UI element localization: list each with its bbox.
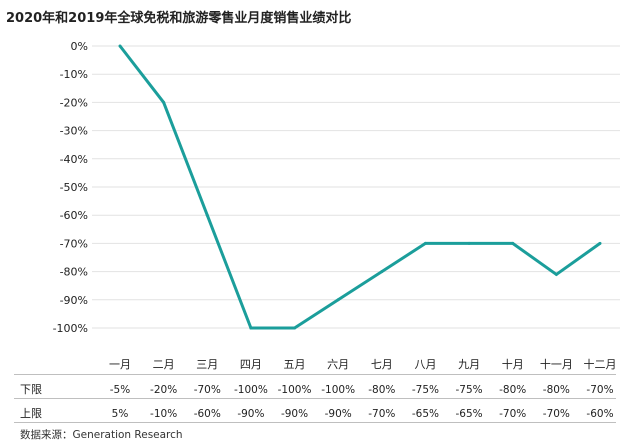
y-tick-label: -50% — [60, 181, 88, 194]
data-point — [511, 241, 515, 245]
data-point — [554, 272, 558, 276]
source-note: 数据来源：Generation Research — [20, 429, 183, 441]
x-tick-label: 四月 — [240, 358, 262, 371]
upper-bound-cell: -90% — [237, 408, 265, 420]
y-tick-label: -90% — [60, 294, 88, 307]
x-tick-label: 一月 — [109, 358, 131, 371]
data-point — [249, 326, 253, 330]
upper-bound-cell: 5% — [111, 408, 129, 420]
y-tick-label: -80% — [60, 266, 88, 279]
y-tick-label: -70% — [60, 237, 88, 250]
lower-bound-cell: -20% — [150, 384, 178, 396]
upper-bound-cell: -70% — [499, 408, 527, 420]
lower-bound-cell: -100% — [321, 384, 356, 396]
data-point — [598, 241, 602, 245]
lower-bound-cell: -80% — [542, 384, 570, 396]
x-tick-label: 九月 — [458, 358, 480, 371]
lower-bound-cell: -75% — [411, 384, 440, 396]
y-tick-label: -10% — [60, 68, 88, 81]
data-point — [118, 44, 122, 48]
y-tick-label: -20% — [60, 96, 88, 109]
upper-bound-cell: -90% — [280, 408, 309, 420]
lower-bound-cell: -5% — [109, 384, 131, 396]
lower-bound-cell: -70% — [586, 384, 614, 396]
x-tick-label: 三月 — [196, 358, 218, 371]
lower-bound-cell: -70% — [193, 384, 221, 396]
data-point — [162, 100, 166, 104]
y-tick-label: -60% — [60, 209, 88, 222]
x-tick-label: 十一月 — [540, 357, 573, 371]
x-tick-label: 五月 — [284, 358, 306, 371]
upper-bound-cell: -70% — [542, 408, 570, 420]
x-tick-label: 二月 — [153, 358, 175, 371]
x-tick-label: 十二月 — [584, 357, 617, 371]
data-point — [336, 298, 340, 302]
series-line — [118, 45, 601, 330]
table-divider — [14, 422, 616, 423]
upper-bound-cell: -65% — [455, 408, 483, 420]
upper-bound-cell: -65% — [411, 408, 440, 420]
upper-bound-cell: -70% — [368, 408, 396, 420]
lower-bound-cell: -80% — [368, 384, 396, 396]
data-point — [467, 241, 471, 245]
upper-bound-cell: -60% — [193, 408, 221, 420]
upper-bound-cell: -60% — [586, 408, 614, 420]
y-tick-label: -40% — [60, 153, 88, 166]
y-tick-label: 0% — [71, 40, 88, 53]
y-tick-label: -30% — [60, 125, 88, 138]
table-divider — [14, 398, 616, 399]
lower-bound-cell: -100% — [234, 384, 268, 396]
upper-bound-cell: -90% — [324, 408, 352, 420]
data-point — [423, 241, 427, 245]
lower-bound-cell: -75% — [455, 384, 483, 396]
x-tick-label: 十月 — [502, 357, 524, 371]
chart-title: 2020年和2019年全球免税和旅游零售业月度销售业绩对比 — [6, 11, 352, 26]
upper-bound-cell: -10% — [150, 408, 178, 420]
lower-bound-cell: -80% — [499, 384, 527, 396]
data-point — [293, 326, 297, 330]
x-tick-label: 六月 — [327, 358, 349, 371]
y-tick-label: -100% — [53, 322, 88, 335]
x-tick-label: 八月 — [414, 358, 436, 371]
row-label-upper: 上限 — [20, 407, 42, 420]
table-divider — [14, 374, 616, 375]
data-point — [205, 213, 209, 217]
x-tick-label: 七月 — [371, 358, 393, 371]
lower-bound-cell: -100% — [277, 384, 312, 396]
row-label-lower: 下限 — [20, 383, 42, 396]
data-point — [380, 270, 384, 274]
